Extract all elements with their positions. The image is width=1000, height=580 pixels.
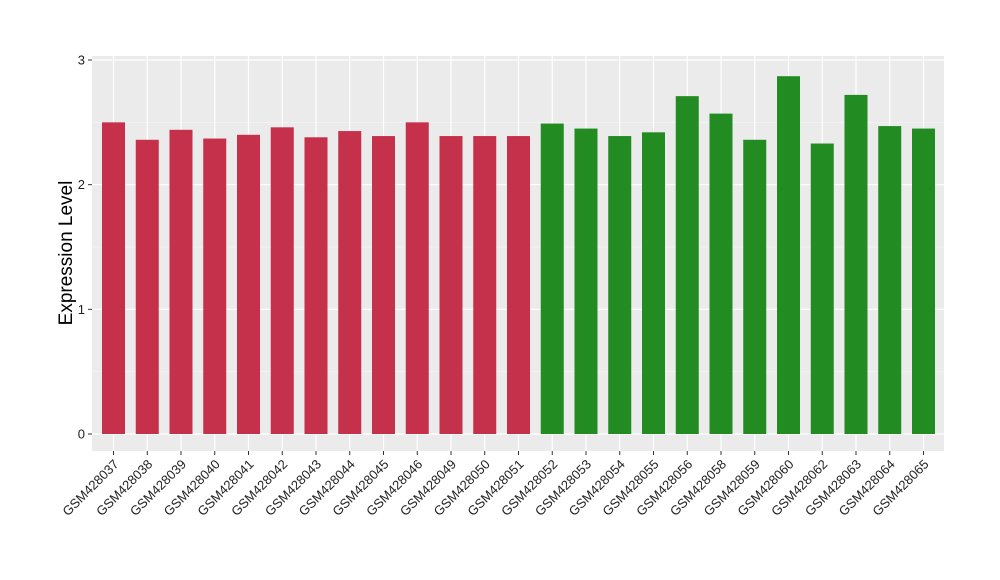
bar-GSM428041	[237, 134, 260, 435]
bar-GSM428056	[675, 96, 699, 435]
bar-GSM428037	[102, 122, 125, 434]
y-tick-label: 1	[78, 302, 85, 317]
bar-GSM428059	[743, 139, 767, 434]
bar-GSM428054	[608, 136, 632, 434]
bar-GSM428050	[473, 136, 497, 434]
y-tick-label: 2	[78, 177, 85, 192]
x-axis: GSM428037GSM428038GSM428039GSM428040GSM4…	[59, 451, 932, 519]
y-axis: 0 1 2 3	[78, 53, 92, 442]
bar-GSM428063	[844, 94, 868, 434]
bar-GSM428058	[709, 113, 733, 435]
bar-GSM428044	[338, 131, 362, 434]
bar-GSM428052	[540, 123, 564, 434]
bar-GSM428051	[507, 136, 530, 434]
bar-GSM428049	[439, 136, 463, 434]
bar-GSM428046	[405, 122, 429, 434]
y-tick-label: 3	[78, 53, 85, 68]
y-tick-label: 0	[78, 427, 85, 442]
bar-GSM428039	[169, 129, 193, 434]
bar-GSM428060	[777, 76, 800, 434]
bar-GSM428042	[270, 127, 294, 434]
bar-GSM428038	[135, 139, 159, 434]
bars	[102, 76, 935, 435]
bar-GSM428065	[912, 128, 935, 435]
bar-GSM428062	[810, 143, 834, 434]
bar-GSM428055	[642, 132, 665, 434]
bar-GSM428045	[372, 136, 395, 434]
bar-GSM428064	[878, 126, 902, 434]
bar-GSM428040	[203, 138, 227, 435]
bar-GSM428053	[574, 128, 598, 435]
bar-GSM428043	[304, 137, 328, 434]
y-axis-title: Expression Level	[56, 181, 77, 326]
